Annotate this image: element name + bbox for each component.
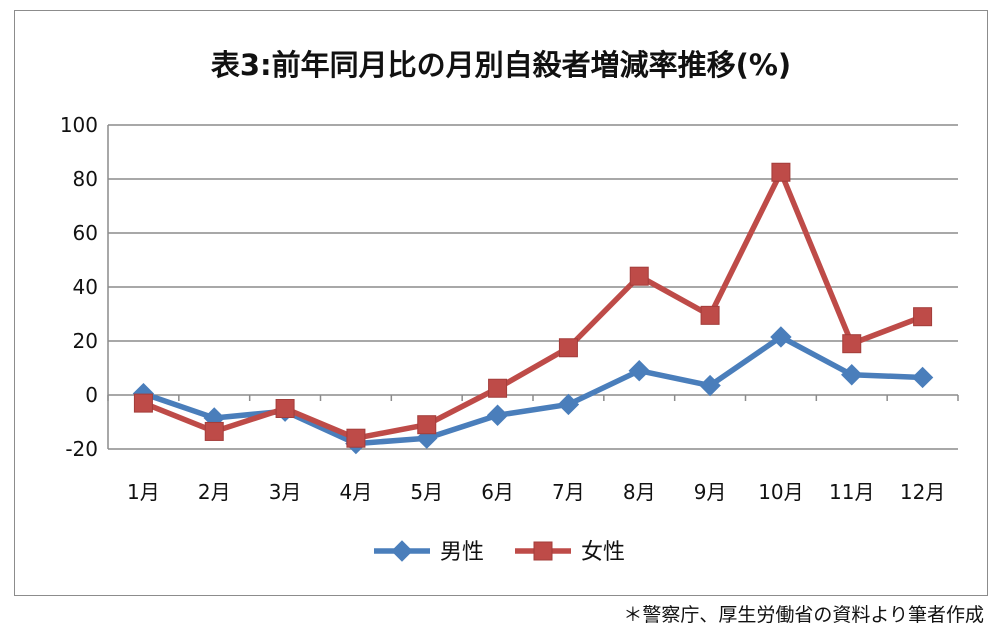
data-point [558, 338, 578, 358]
x-tick-label: 4月 [340, 480, 373, 504]
data-point [699, 374, 721, 397]
y-tick-label: 0 [85, 383, 98, 407]
data-point [417, 415, 437, 435]
data-point [629, 266, 649, 286]
data-point [771, 162, 791, 182]
y-tick-label: 40 [73, 275, 98, 299]
legend-item: 男性 [374, 540, 484, 565]
y-tick-label: 80 [73, 167, 98, 191]
x-tick-label: 12月 [900, 480, 945, 504]
x-tick-label: 9月 [694, 480, 727, 504]
data-point [700, 305, 720, 325]
x-tick-label: 5月 [410, 480, 443, 504]
data-point [911, 366, 934, 389]
y-tick-label: -20 [65, 437, 98, 461]
data-point [913, 307, 933, 327]
data-point [557, 393, 580, 416]
legend-marker [391, 540, 413, 562]
gridlines [108, 124, 958, 450]
x-tick-label: 1月 [127, 480, 160, 504]
chart-frame [14, 10, 988, 596]
x-tick-label: 8月 [623, 480, 656, 504]
data-point [275, 399, 295, 418]
data-point [842, 334, 862, 354]
legend-label: 女性 [581, 540, 625, 565]
x-tick-label: 11月 [829, 480, 874, 504]
y-tick-label: 100 [60, 113, 98, 137]
series-line [142, 169, 924, 441]
data-point [133, 393, 153, 413]
chart-title: 表3:前年同月比の月別自殺者増減率推移(%) [211, 48, 791, 82]
x-tick-label: 10月 [758, 480, 803, 504]
data-point [841, 364, 863, 386]
legend-label: 男性 [440, 540, 484, 565]
x-tick-label: 6月 [481, 480, 514, 504]
data-point [770, 326, 792, 348]
x-tick-label: 2月 [198, 480, 231, 504]
series-layer [132, 162, 934, 455]
footnote: ＊警察庁、厚生労働省の資料より筆者作成 [623, 604, 984, 626]
x-tick-label: 3月 [269, 480, 302, 504]
data-point [488, 378, 508, 398]
axes: -20 0 20 40 60 80 100 1月 2月 3月 4月 5月 6月 7月 8月 9月 10月 11月 1… [60, 113, 959, 504]
y-tick-label: 60 [73, 221, 98, 245]
data-point [628, 359, 650, 382]
legend-marker [533, 541, 553, 561]
x-tick-label: 7月 [552, 480, 585, 504]
legend: 男性 女性 [374, 540, 625, 565]
data-point [486, 404, 509, 426]
series-line [142, 334, 923, 447]
data-point [204, 421, 224, 441]
series-female [133, 162, 933, 448]
y-tick-label: 20 [73, 329, 98, 353]
series-male [132, 326, 934, 455]
legend-item: 女性 [515, 540, 625, 565]
line-chart: 表3:前年同月比の月別自殺者増減率推移(%) -20 0 20 40 60 80 100 1月… [60, 48, 959, 565]
data-point [346, 428, 366, 448]
